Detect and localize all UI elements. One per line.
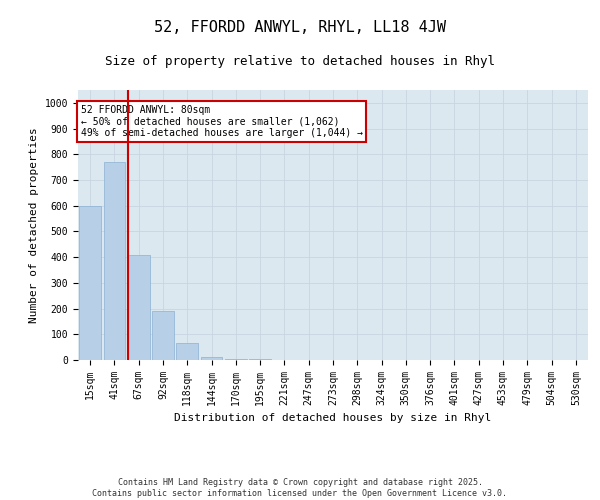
Bar — [176, 344, 198, 360]
X-axis label: Distribution of detached houses by size in Rhyl: Distribution of detached houses by size … — [175, 414, 491, 424]
Text: 52, FFORDD ANWYL, RHYL, LL18 4JW: 52, FFORDD ANWYL, RHYL, LL18 4JW — [154, 20, 446, 35]
Bar — [79, 206, 101, 360]
Text: 52 FFORDD ANWYL: 80sqm
← 50% of detached houses are smaller (1,062)
49% of semi-: 52 FFORDD ANWYL: 80sqm ← 50% of detached… — [80, 105, 362, 138]
Bar — [152, 311, 174, 360]
Bar — [104, 162, 125, 360]
Bar — [128, 254, 149, 360]
Y-axis label: Number of detached properties: Number of detached properties — [29, 127, 39, 323]
Bar — [225, 358, 247, 360]
Bar — [200, 357, 223, 360]
Text: Contains HM Land Registry data © Crown copyright and database right 2025.
Contai: Contains HM Land Registry data © Crown c… — [92, 478, 508, 498]
Text: Size of property relative to detached houses in Rhyl: Size of property relative to detached ho… — [105, 55, 495, 68]
